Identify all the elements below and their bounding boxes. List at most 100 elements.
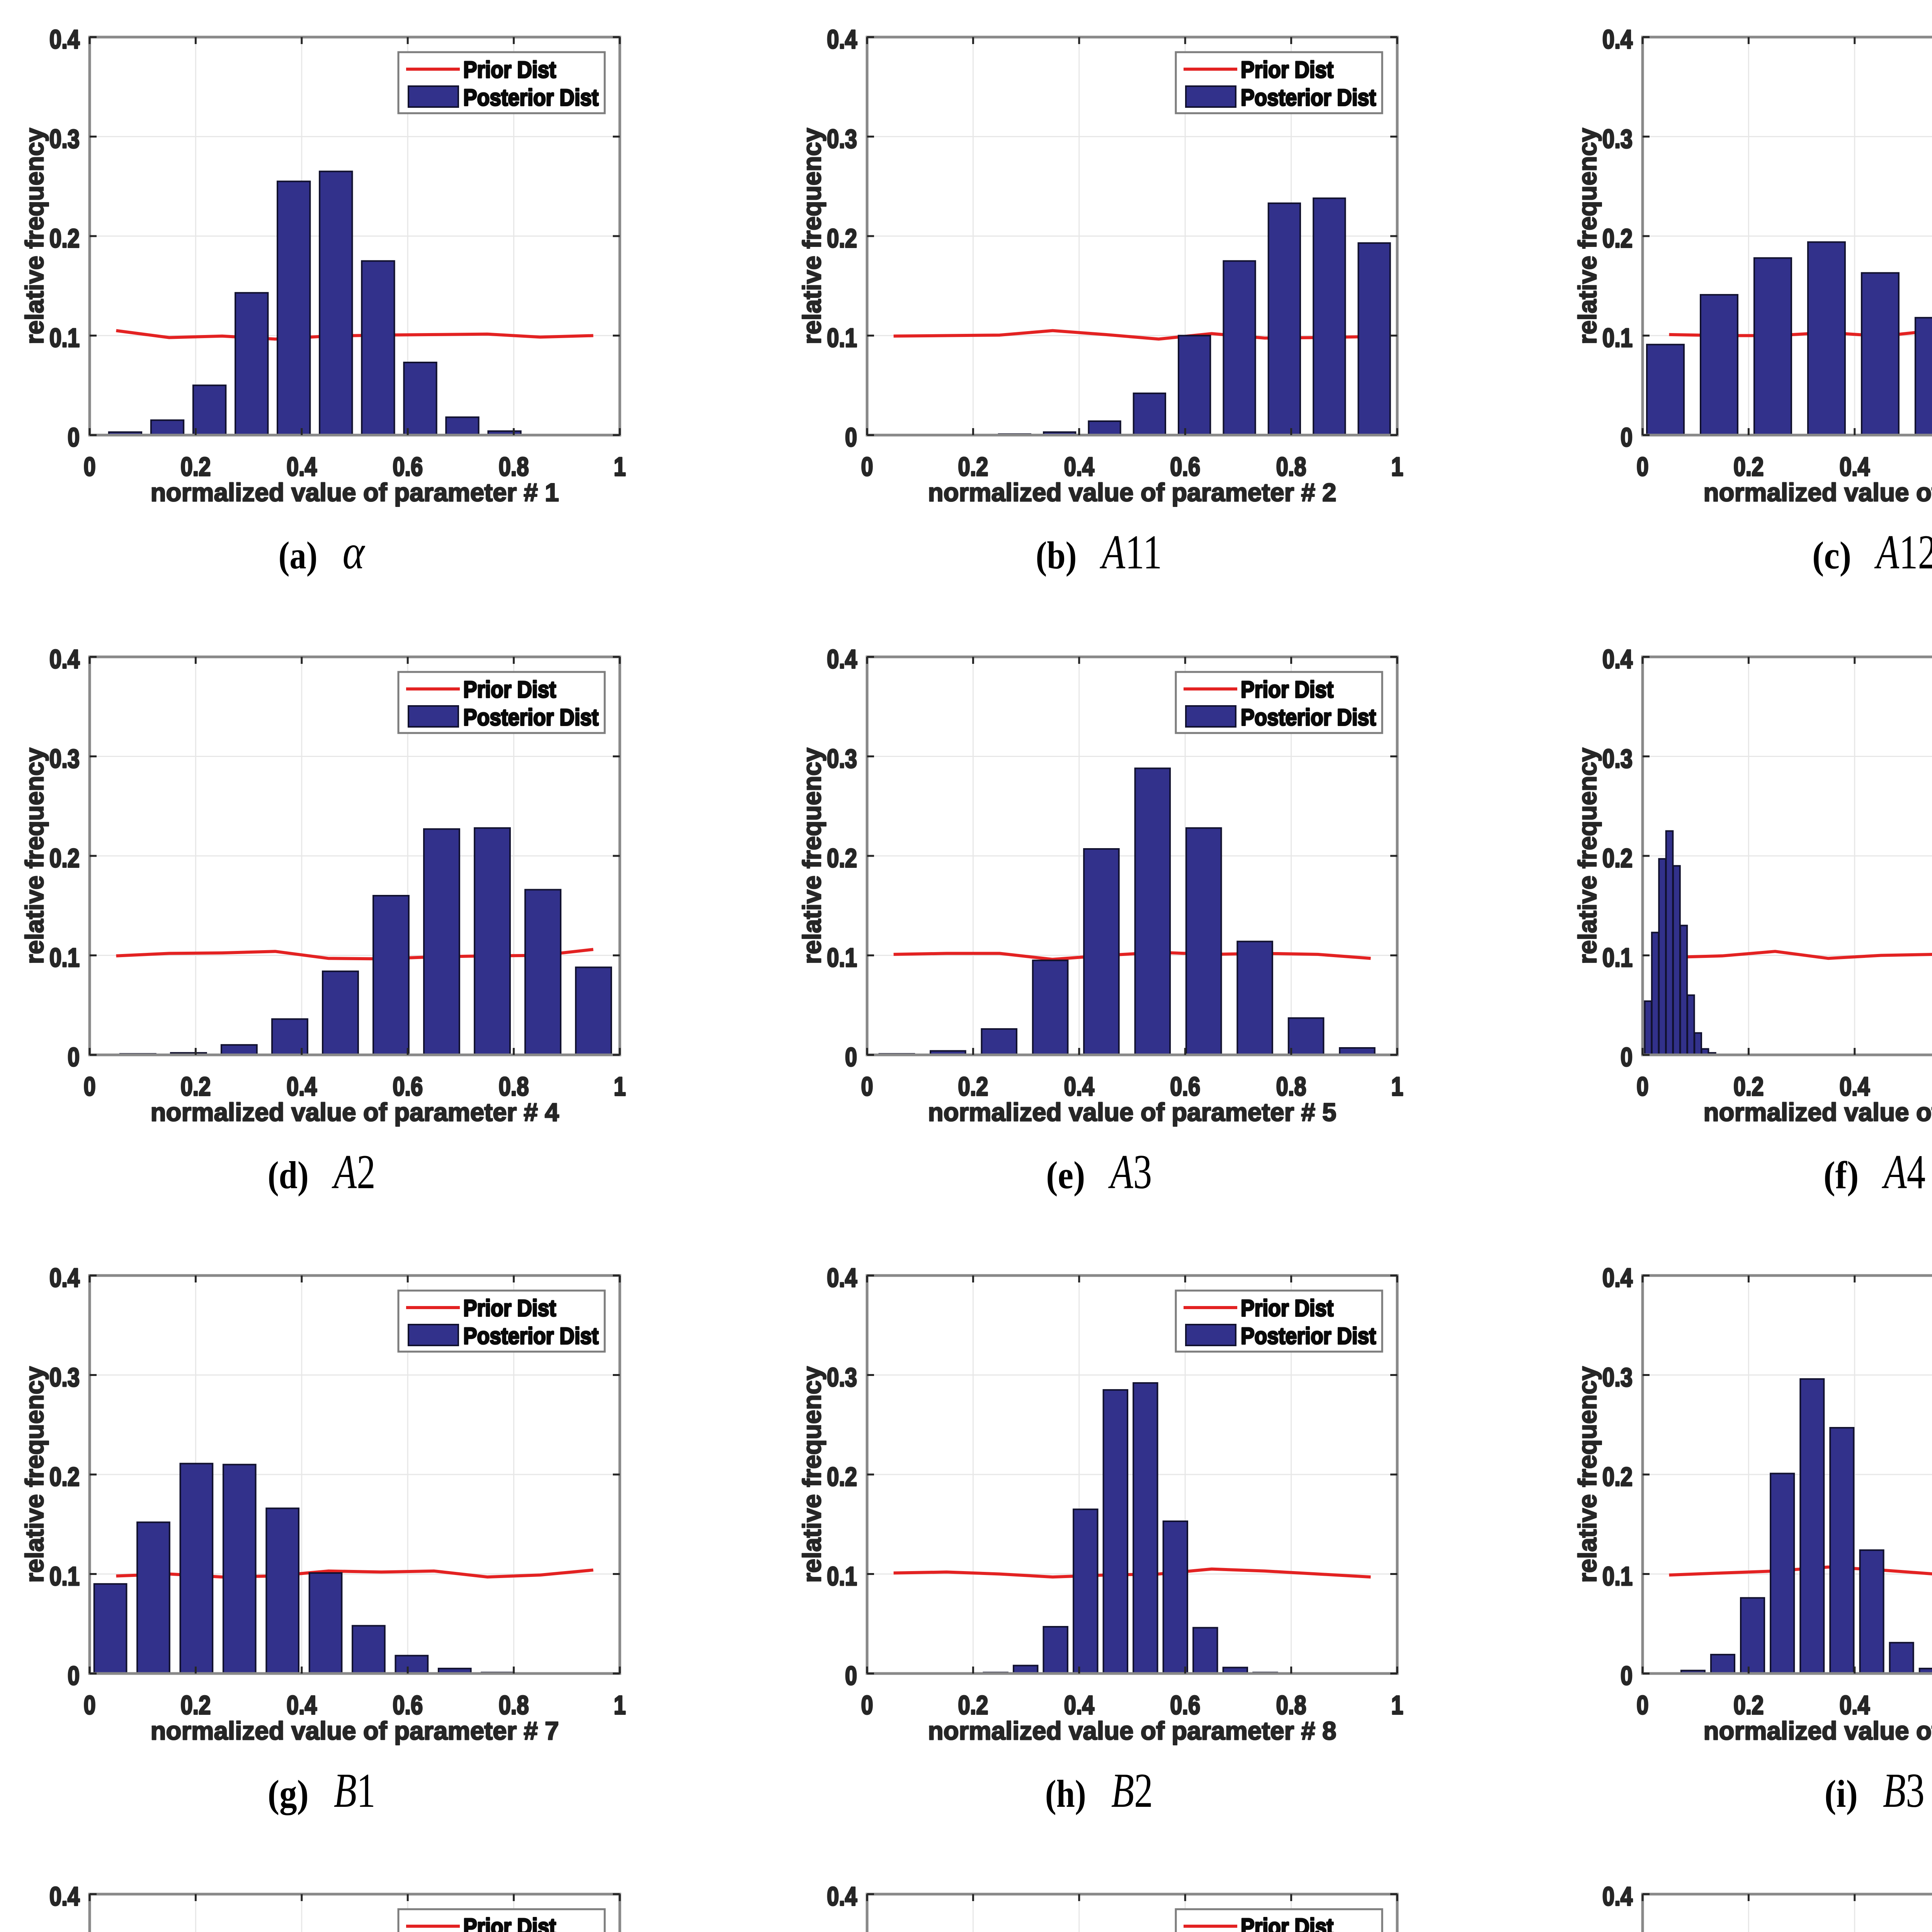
svg-text:0.4: 0.4 <box>827 645 857 674</box>
svg-text:Posterior Dist: Posterior Dist <box>463 1323 599 1349</box>
svg-text:0.4: 0.4 <box>1064 1072 1094 1101</box>
svg-text:0: 0 <box>845 1043 857 1072</box>
svg-text:0.1: 0.1 <box>1602 323 1633 353</box>
svg-text:α: α <box>342 526 365 579</box>
svg-text:relative frequency: relative frequency <box>20 1366 49 1583</box>
svg-text:relative frequency: relative frequency <box>20 748 49 964</box>
svg-text:0: 0 <box>84 1072 96 1101</box>
svg-text:0.3: 0.3 <box>827 744 857 774</box>
svg-text:Posterior Dist: Posterior Dist <box>1241 1323 1376 1349</box>
svg-text:0.4: 0.4 <box>1602 645 1633 674</box>
svg-text:normalized value of parameter: normalized value of parameter # 9 <box>1704 1716 1932 1745</box>
svg-text:0.2: 0.2 <box>827 844 857 873</box>
svg-text:A4: A4 <box>1882 1145 1925 1199</box>
svg-text:0.4: 0.4 <box>49 1263 80 1293</box>
svg-text:0: 0 <box>861 1690 873 1720</box>
svg-text:0.3: 0.3 <box>49 744 80 774</box>
svg-text:A2: A2 <box>332 1145 375 1199</box>
svg-text:Prior Dist: Prior Dist <box>1241 677 1333 702</box>
svg-text:0.2: 0.2 <box>1602 1462 1633 1492</box>
svg-text:Prior Dist: Prior Dist <box>463 1295 556 1321</box>
svg-text:normalized value of parameter: normalized value of parameter # 8 <box>928 1716 1337 1745</box>
svg-text:0: 0 <box>1637 1690 1649 1720</box>
svg-text:1: 1 <box>614 452 626 481</box>
svg-text:(i): (i) <box>1825 1772 1858 1815</box>
svg-text:0.6: 0.6 <box>393 1690 423 1720</box>
svg-text:0: 0 <box>845 1661 857 1690</box>
svg-text:A3: A3 <box>1108 1145 1152 1199</box>
svg-text:0.2: 0.2 <box>49 844 80 873</box>
svg-text:normalized value of parameter: normalized value of parameter # 5 <box>928 1098 1337 1126</box>
svg-text:1: 1 <box>1391 452 1403 481</box>
svg-text:B2: B2 <box>1111 1764 1153 1818</box>
svg-text:Prior Dist: Prior Dist <box>1241 1295 1333 1321</box>
svg-text:0.3: 0.3 <box>1602 124 1633 154</box>
svg-text:0.4: 0.4 <box>1840 1690 1870 1720</box>
svg-text:0.2: 0.2 <box>49 1462 80 1492</box>
svg-text:0.8: 0.8 <box>499 452 529 481</box>
svg-text:Prior Dist: Prior Dist <box>1241 57 1333 83</box>
svg-text:0: 0 <box>84 1690 96 1720</box>
svg-text:(b): (b) <box>1036 534 1077 577</box>
svg-text:0.2: 0.2 <box>827 1462 857 1492</box>
svg-text:0.2: 0.2 <box>958 452 988 481</box>
svg-text:0.1: 0.1 <box>49 943 80 973</box>
svg-text:1: 1 <box>614 1072 626 1101</box>
svg-text:normalized value of parameter: normalized value of parameter # 2 <box>928 478 1337 507</box>
svg-text:A11: A11 <box>1100 526 1162 579</box>
svg-text:0.8: 0.8 <box>499 1072 529 1101</box>
svg-text:0.4: 0.4 <box>1602 1263 1633 1293</box>
svg-text:0.4: 0.4 <box>49 645 80 674</box>
svg-text:(c): (c) <box>1812 534 1851 577</box>
svg-text:0.4: 0.4 <box>287 1072 317 1101</box>
svg-text:A12: A12 <box>1874 526 1932 579</box>
svg-text:0.4: 0.4 <box>827 25 857 54</box>
svg-text:Prior Dist: Prior Dist <box>463 1914 556 1932</box>
svg-text:0.4: 0.4 <box>827 1263 857 1293</box>
svg-text:0.2: 0.2 <box>1602 844 1633 873</box>
svg-text:0.4: 0.4 <box>49 25 80 54</box>
svg-text:Prior Dist: Prior Dist <box>463 677 556 702</box>
svg-text:relative frequency: relative frequency <box>798 1366 826 1583</box>
svg-text:(h): (h) <box>1045 1772 1086 1815</box>
svg-text:0.1: 0.1 <box>827 1562 857 1591</box>
svg-text:relative frequency: relative frequency <box>798 128 826 344</box>
svg-text:0: 0 <box>1621 1661 1633 1690</box>
svg-text:B3: B3 <box>1883 1764 1925 1818</box>
svg-text:0.6: 0.6 <box>393 1072 423 1101</box>
svg-text:(a): (a) <box>279 534 318 577</box>
svg-text:0: 0 <box>861 452 873 481</box>
svg-text:1: 1 <box>614 1690 626 1720</box>
svg-text:0.2: 0.2 <box>827 224 857 253</box>
svg-text:(e): (e) <box>1046 1153 1085 1197</box>
svg-text:0.1: 0.1 <box>49 323 80 353</box>
svg-text:0: 0 <box>1621 1043 1633 1072</box>
svg-text:0.4: 0.4 <box>1602 25 1633 54</box>
svg-text:(g): (g) <box>268 1772 309 1815</box>
svg-text:Posterior Dist: Posterior Dist <box>463 704 599 730</box>
svg-text:normalized value of parameter: normalized value of parameter # 3 <box>1704 478 1932 507</box>
svg-text:normalized value of parameter: normalized value of parameter # 7 <box>151 1716 559 1745</box>
svg-text:0.3: 0.3 <box>49 124 80 154</box>
svg-text:0.8: 0.8 <box>1276 1690 1306 1720</box>
svg-text:0.4: 0.4 <box>287 1690 317 1720</box>
svg-text:normalized value of parameter: normalized value of parameter # 4 <box>151 1098 559 1126</box>
svg-text:0: 0 <box>1637 1072 1649 1101</box>
svg-text:normalized value of parameter: normalized value of parameter # 1 <box>151 478 559 507</box>
svg-text:0.2: 0.2 <box>180 1690 211 1720</box>
svg-text:0.8: 0.8 <box>499 1690 529 1720</box>
svg-text:0: 0 <box>68 1043 80 1072</box>
svg-text:0.2: 0.2 <box>958 1072 988 1101</box>
svg-text:0: 0 <box>1637 452 1649 481</box>
svg-text:0.4: 0.4 <box>1064 1690 1094 1720</box>
svg-text:0.2: 0.2 <box>49 224 80 253</box>
svg-text:0.3: 0.3 <box>1602 744 1633 774</box>
svg-text:(f): (f) <box>1823 1153 1859 1197</box>
svg-text:0.3: 0.3 <box>49 1363 80 1392</box>
svg-text:0.2: 0.2 <box>958 1690 988 1720</box>
svg-text:0.1: 0.1 <box>1602 1562 1633 1591</box>
svg-text:0.4: 0.4 <box>49 1882 80 1911</box>
svg-text:relative frequency: relative frequency <box>798 748 826 964</box>
svg-text:0.1: 0.1 <box>1602 943 1633 973</box>
svg-text:0.1: 0.1 <box>827 943 857 973</box>
